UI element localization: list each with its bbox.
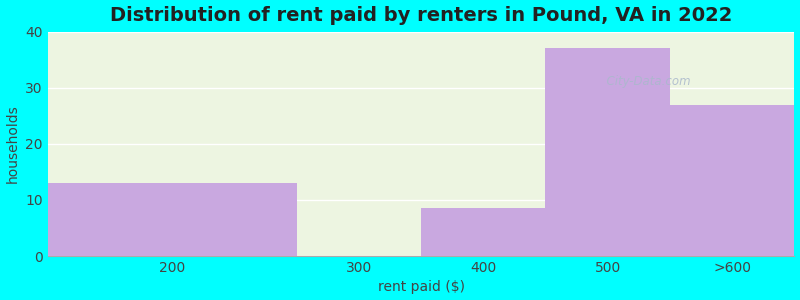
Bar	[47, 183, 297, 256]
Bar	[546, 49, 670, 256]
Text: City-Data.com: City-Data.com	[599, 74, 691, 88]
X-axis label: rent paid ($): rent paid ($)	[378, 280, 465, 294]
Bar	[421, 208, 546, 256]
Bar	[670, 105, 794, 256]
Y-axis label: households: households	[6, 104, 19, 183]
Title: Distribution of rent paid by renters in Pound, VA in 2022: Distribution of rent paid by renters in …	[110, 6, 732, 25]
